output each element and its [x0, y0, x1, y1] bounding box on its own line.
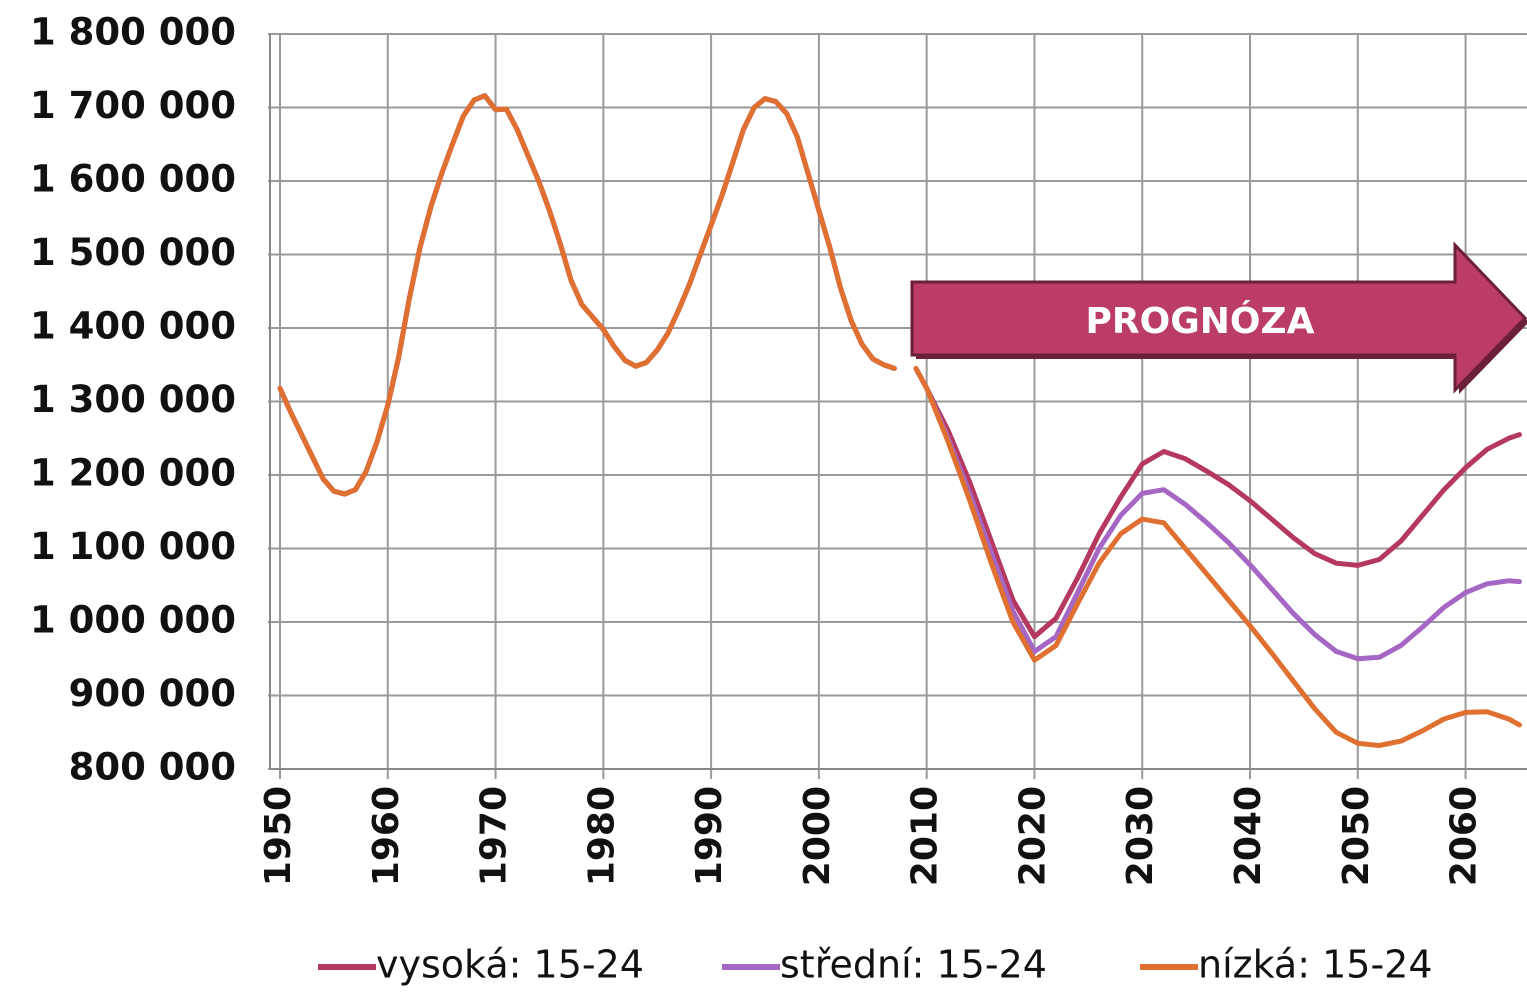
legend-label: nízká: 15-24	[1198, 943, 1433, 987]
y-tick-label: 900 000	[69, 672, 236, 715]
x-tick-label: 2030	[1120, 786, 1161, 886]
legend-label: vysoká: 15-24	[376, 943, 644, 987]
y-tick-label: 1 800 000	[30, 11, 236, 54]
series-line	[277, 93, 1522, 640]
y-tick-label: 1 100 000	[30, 525, 236, 568]
x-tick-label: 2020	[1012, 786, 1053, 886]
y-tick-label: 1 000 000	[30, 599, 236, 642]
x-tick-label: 2050	[1336, 786, 1377, 886]
y-tick-label: 800 000	[69, 746, 236, 789]
x-tick-label: 2010	[905, 786, 946, 886]
x-tick-label: 1980	[581, 786, 622, 886]
arrow	[910, 241, 1527, 394]
y-tick-label: 1 300 000	[30, 378, 236, 421]
y-tick-label: 1 200 000	[30, 452, 236, 495]
grid: 800 000 900 000 1 000 000 1 100 000 1 200 00…	[30, 11, 1527, 886]
x-tick-label: 2000	[797, 786, 838, 886]
y-tick-label: 1 500 000	[30, 231, 236, 274]
x-tick-label: 1970	[474, 786, 515, 886]
x-tick-label: 1950	[258, 786, 299, 886]
annotation: PROGNÓZA	[1086, 300, 1315, 342]
x-tick-label: 1960	[366, 786, 407, 886]
plot	[277, 93, 1522, 748]
y-tick-label: 1 700 000	[30, 84, 236, 127]
legend-label: střední: 15-24	[780, 943, 1047, 987]
y-tick-label: 1 600 000	[30, 158, 236, 201]
y-tick-label: 1 400 000	[30, 305, 236, 348]
series-line	[277, 93, 1522, 748]
forecast-arrow: PROGNÓZA	[910, 241, 1527, 394]
x-tick-label: 2040	[1228, 786, 1269, 886]
x-tick-label: 2060	[1444, 786, 1485, 886]
x-tick-label: 1990	[689, 786, 730, 886]
